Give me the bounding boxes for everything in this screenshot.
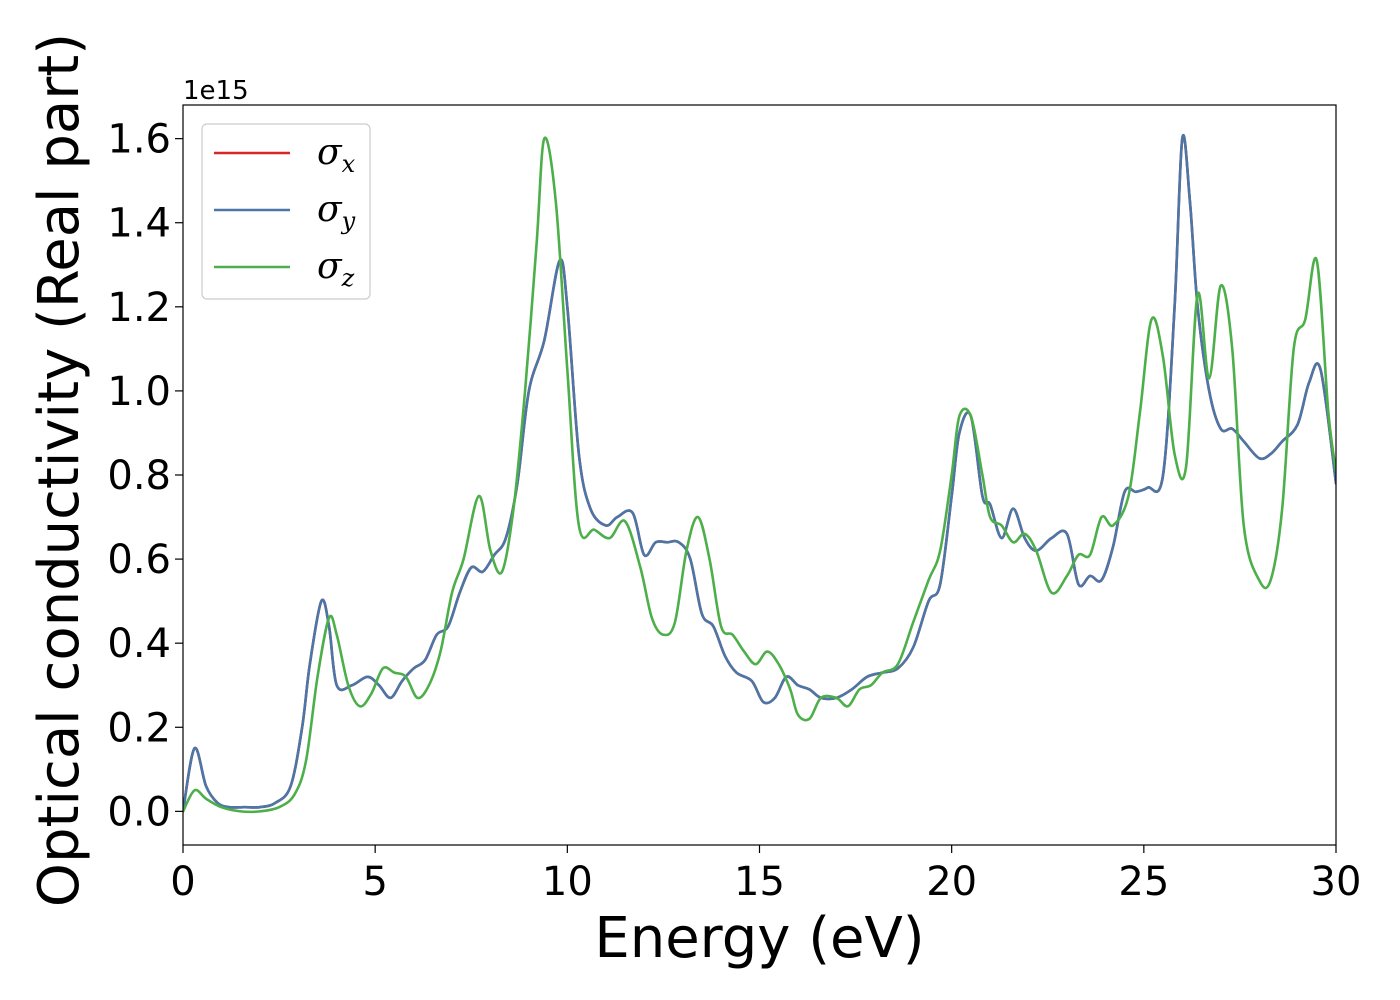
legend-box — [201, 123, 371, 300]
y-axis: 0.0 0.2 0.4 0.6 0.8 1.0 1.2 1.4 1.6 — [107, 117, 183, 835]
x-axis-label: Energy (eV) — [594, 906, 924, 971]
legend-item-z: σz — [214, 246, 355, 292]
legend: σx σy σz — [201, 123, 371, 300]
x-tick-label: 15 — [734, 859, 785, 905]
y-tick-label: 1.6 — [107, 117, 171, 163]
x-tick-label: 30 — [1311, 859, 1362, 905]
y-tick-label: 1.4 — [107, 201, 171, 247]
series-line-y — [183, 134, 1336, 813]
legend-item-x: σx — [214, 132, 356, 178]
series-line-z — [183, 136, 1336, 814]
legend-label: σy — [317, 189, 356, 235]
x-tick-label: 10 — [542, 859, 593, 905]
y-offset-label: 1e15 — [183, 76, 249, 106]
legend-item-y: σy — [214, 189, 356, 235]
x-tick-label: 20 — [926, 859, 977, 905]
y-tick-label: 0.2 — [107, 705, 171, 751]
y-tick-label: 1.2 — [107, 285, 171, 331]
x-axis: 0 5 10 15 20 25 30 — [170, 845, 1361, 905]
y-axis-label: Optical conductivity (Real part) — [27, 33, 92, 907]
y-tick-label: 1.0 — [107, 369, 171, 415]
x-tick-label: 25 — [1118, 859, 1169, 905]
legend-label: σx — [317, 132, 356, 178]
series-layer — [183, 134, 1336, 814]
legend-label: σz — [317, 246, 355, 292]
x-tick-label: 0 — [170, 859, 195, 905]
x-tick-label: 5 — [362, 859, 387, 905]
y-tick-label: 0.0 — [107, 789, 171, 835]
y-tick-label: 0.8 — [107, 453, 171, 499]
y-tick-label: 0.4 — [107, 621, 171, 667]
y-tick-label: 0.6 — [107, 537, 171, 583]
